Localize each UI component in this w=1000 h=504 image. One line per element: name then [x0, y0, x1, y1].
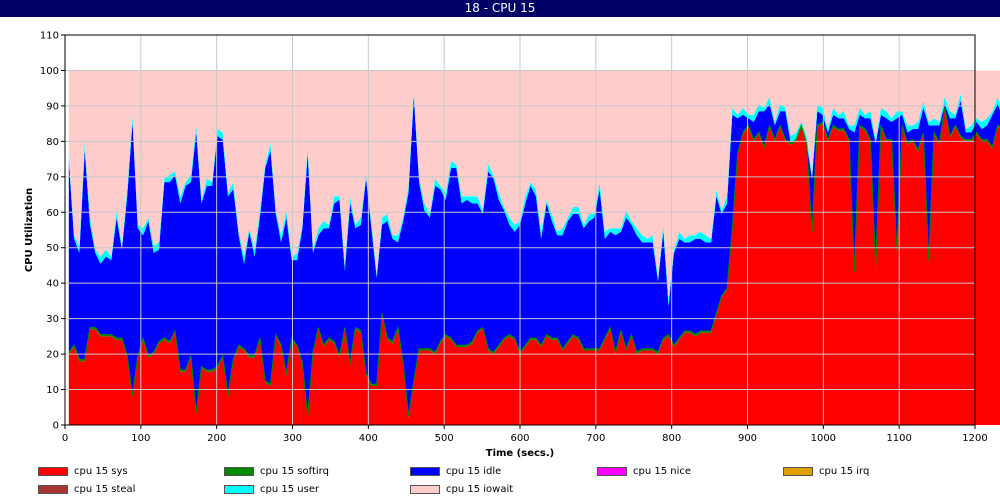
y-axis-title: CPU Utilization — [24, 188, 35, 272]
y-tick-label: 60 — [46, 208, 59, 219]
y-tick-label: 40 — [46, 279, 59, 290]
legend-label: cpu 15 softirq — [260, 466, 329, 477]
y-tick-label: 70 — [46, 172, 59, 183]
x-tick-label: 1200 — [962, 433, 987, 444]
y-tick-label: 100 — [40, 66, 59, 77]
x-tick-label: 1100 — [886, 433, 911, 444]
x-tick-label: 900 — [738, 433, 757, 444]
legend-swatch — [410, 484, 440, 494]
legend: cpu 15 sys cpu 15 softirq cpu 15 idle cpu 1… — [0, 462, 1000, 504]
legend-swatch — [38, 466, 68, 476]
legend-item: cpu 15 user — [224, 483, 319, 497]
legend-item: cpu 15 steal — [38, 483, 135, 497]
x-tick-label: 400 — [359, 433, 378, 444]
legend-swatch — [410, 466, 440, 476]
cpu-utilization-chart: 0 100 200 300 400 500 600 700 800 900 1000 1100 1200… — [24, 31, 1000, 459]
y-tick-label: 90 — [46, 101, 59, 112]
x-tick-label: 800 — [662, 433, 681, 444]
y-tick-label: 30 — [46, 314, 59, 325]
legend-item: cpu 15 softirq — [224, 465, 329, 479]
legend-item: cpu 15 sys — [38, 465, 128, 479]
legend-label: cpu 15 nice — [633, 466, 692, 477]
y-tick-label: 50 — [46, 243, 59, 254]
legend-label: cpu 15 idle — [446, 466, 502, 477]
x-tick-label: 700 — [586, 433, 605, 444]
series-line-cpu-15-softirq — [68, 107, 1000, 417]
legend-swatch — [224, 466, 254, 476]
y-tick-label: 80 — [46, 137, 59, 148]
x-axis-title: Time (secs.) — [486, 448, 555, 459]
x-tick-label: 0 — [62, 433, 68, 444]
x-tick-label: 200 — [207, 433, 226, 444]
legend-item: cpu 15 iowait — [410, 483, 513, 497]
legend-label: cpu 15 steal — [74, 484, 136, 495]
series-area-cpu-15-sys — [68, 109, 1000, 425]
legend-label: cpu 15 sys — [74, 466, 128, 477]
legend-item: cpu 15 idle — [410, 465, 501, 479]
x-tick-label: 500 — [435, 433, 454, 444]
legend-item: cpu 15 irq — [783, 465, 869, 479]
window-title: 18 - CPU 15 — [0, 0, 1000, 17]
y-tick-label: 110 — [40, 31, 59, 42]
legend-label: cpu 15 irq — [819, 466, 870, 477]
legend-swatch — [224, 484, 254, 494]
series-area-cpu-15-idle — [68, 97, 1000, 417]
series-area-cpu-15-iowait — [68, 70, 1000, 300]
legend-swatch — [783, 466, 813, 476]
y-tick-label: 10 — [46, 385, 59, 396]
legend-swatch — [38, 484, 68, 494]
legend-item: cpu 15 nice — [597, 465, 691, 479]
x-tick-label: 1000 — [811, 433, 836, 444]
legend-swatch — [597, 466, 627, 476]
y-tick-label: 0 — [53, 421, 59, 432]
x-tick-label: 100 — [131, 433, 150, 444]
legend-label: cpu 15 iowait — [446, 484, 514, 495]
x-tick-label: 300 — [283, 433, 302, 444]
legend-label: cpu 15 user — [260, 484, 320, 495]
x-tick-label: 600 — [510, 433, 529, 444]
y-tick-label: 20 — [46, 350, 59, 361]
